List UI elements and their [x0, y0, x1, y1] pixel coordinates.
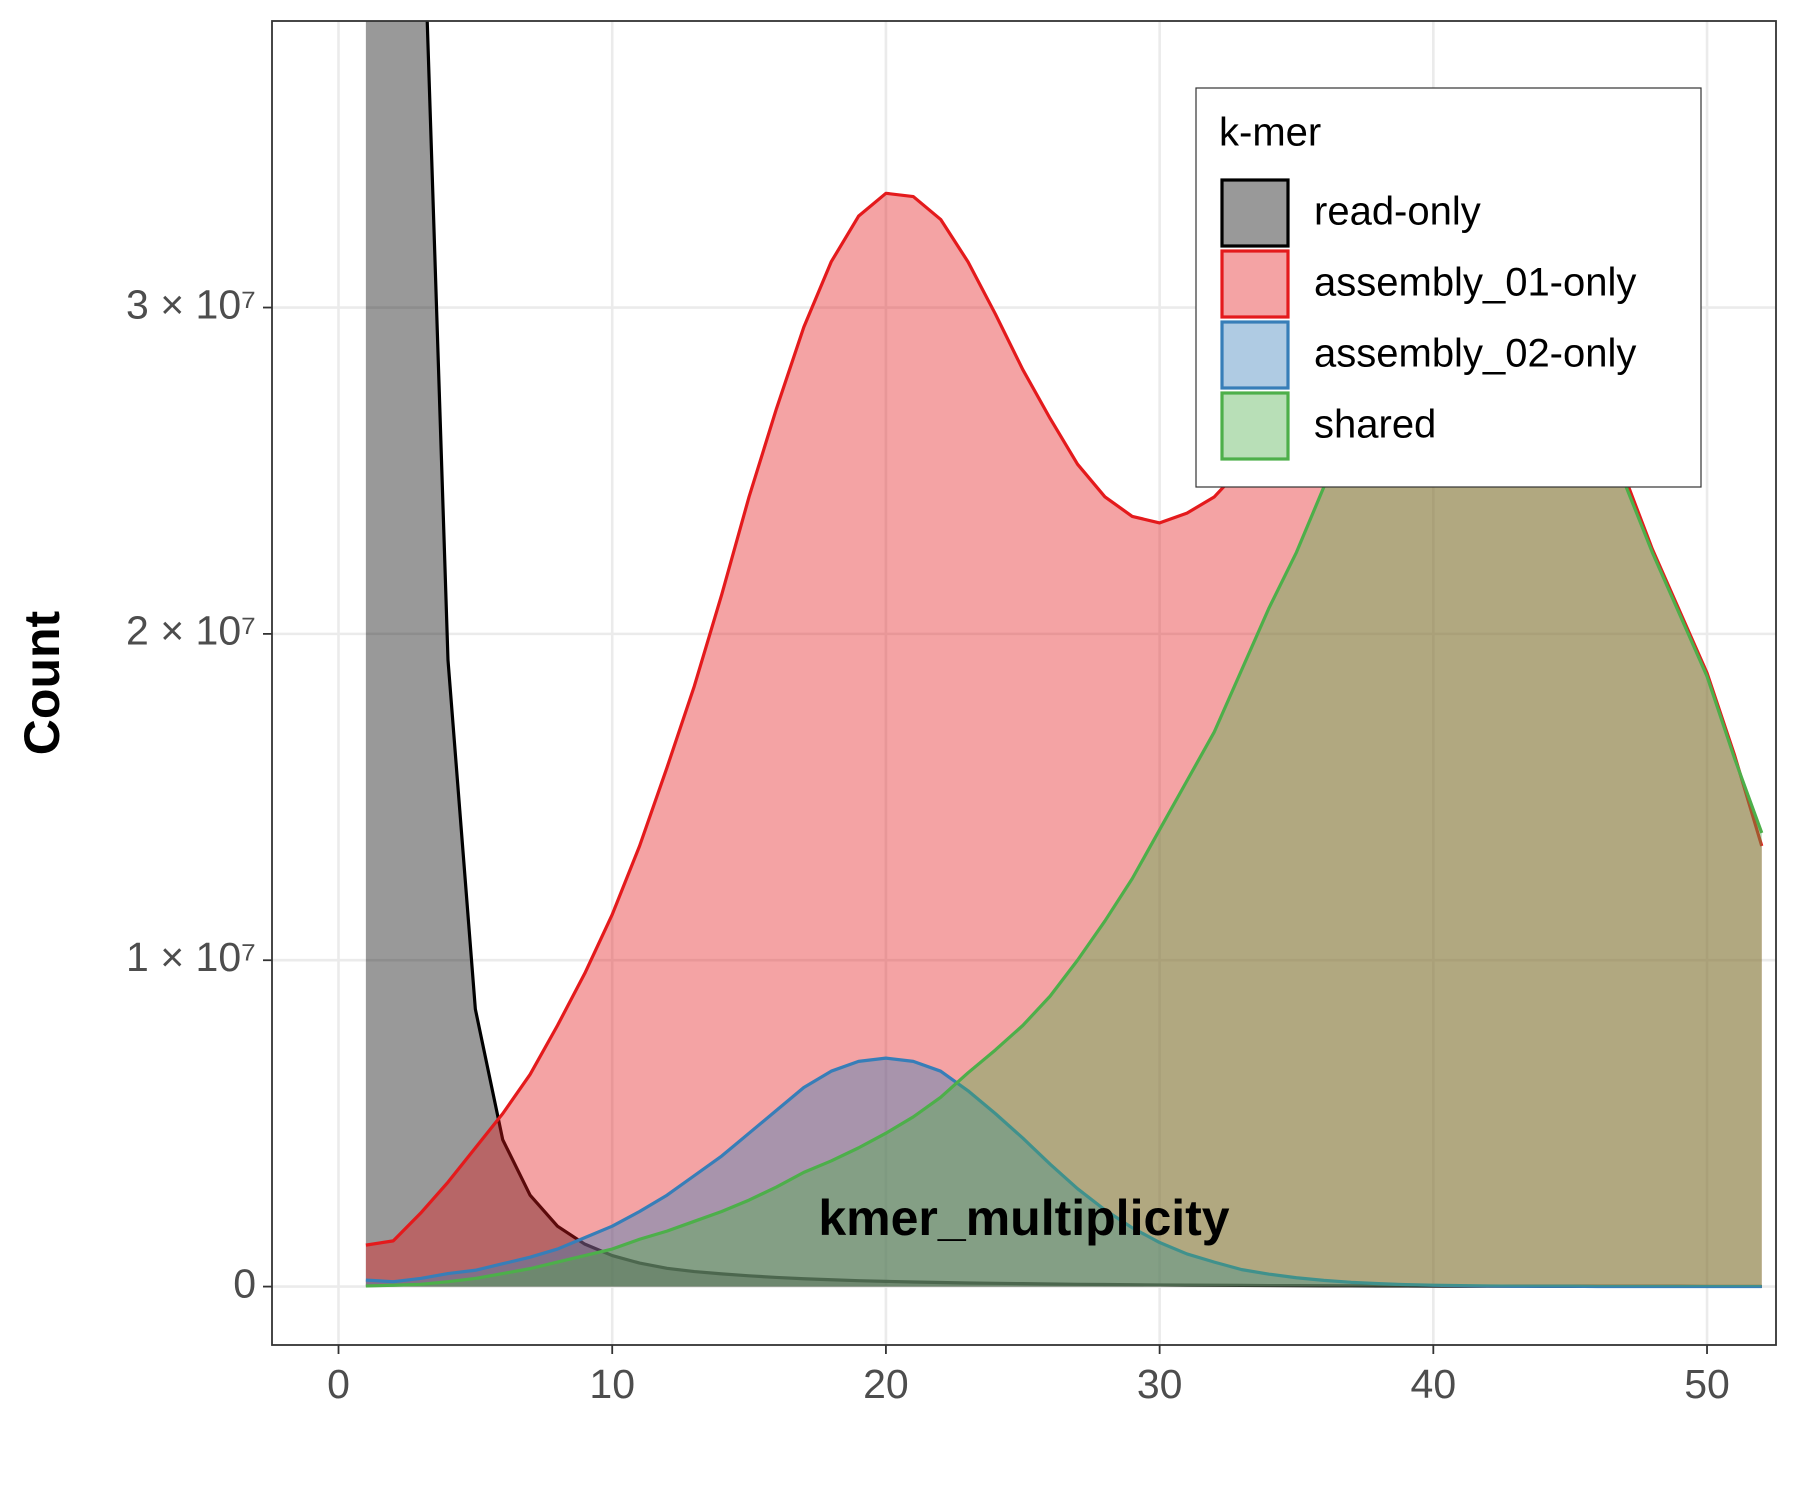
y-tick-label: 0 [233, 1260, 256, 1306]
legend: k-mer read-only assembly_01-only assembly_… [1195, 87, 1702, 488]
x-tick-label: 20 [863, 1361, 909, 1407]
x-tick-label: 40 [1411, 1361, 1457, 1407]
x-tick-label: 30 [1137, 1361, 1183, 1407]
area [365, 1058, 1762, 1287]
legend-swatch [1222, 251, 1288, 317]
y-axis-title: Count [14, 610, 70, 755]
legend-label: shared [1314, 403, 1436, 447]
axes: 0 10 20 30 40 50 0 1 × 10⁷ 2 × 10⁷ 3 × 10⁷ [126, 281, 1730, 1406]
area-line [365, 1056, 1762, 1289]
y-tick-label: 3 × 10⁷ [126, 281, 256, 327]
x-tick-label: 10 [589, 1361, 635, 1407]
legend-swatch [1220, 178, 1290, 248]
x-tick-label: 0 [327, 1361, 350, 1407]
legend-swatch [1222, 393, 1288, 459]
legend-title: k-mer [1219, 111, 1321, 155]
legend-swatch [1220, 320, 1290, 390]
legend-swatch [1220, 249, 1290, 319]
legend-label: read-only [1314, 190, 1481, 234]
legend-swatch [1220, 391, 1290, 461]
legend-swatch [1222, 180, 1288, 246]
x-axis-title: kmer_multiplicity [818, 1190, 1229, 1246]
y-tick-label: 2 × 10⁷ [126, 608, 256, 654]
x-tick-label: 50 [1684, 1361, 1730, 1407]
area [365, 278, 1762, 1287]
area [365, 21, 1762, 1287]
y-tick-label: 1 × 10⁷ [126, 934, 256, 980]
legend-swatch [1222, 322, 1288, 388]
legend-label: assembly_01-only [1314, 261, 1636, 305]
panel-border [271, 20, 1777, 1346]
legend-label: assembly_02-only [1314, 332, 1636, 376]
